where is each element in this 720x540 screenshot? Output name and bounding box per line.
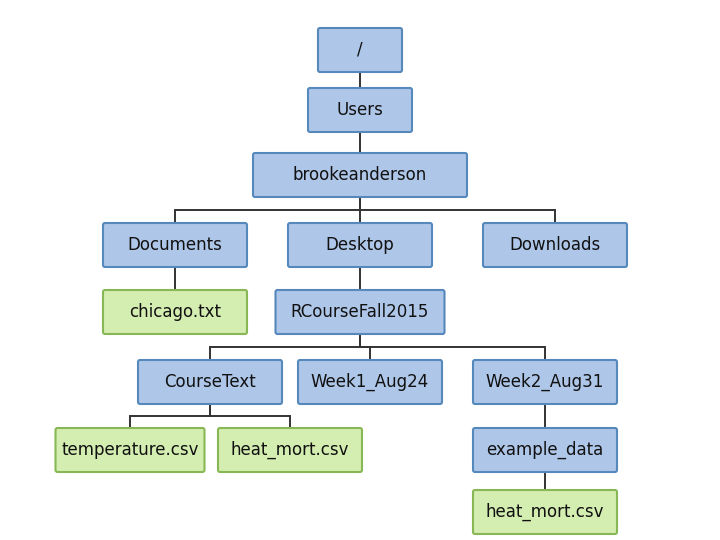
FancyBboxPatch shape [308, 88, 412, 132]
FancyBboxPatch shape [473, 360, 617, 404]
FancyBboxPatch shape [318, 28, 402, 72]
FancyBboxPatch shape [138, 360, 282, 404]
Text: Week1_Aug24: Week1_Aug24 [311, 373, 429, 391]
Text: Users: Users [336, 101, 384, 119]
Text: CourseText: CourseText [164, 373, 256, 391]
Text: Week2_Aug31: Week2_Aug31 [486, 373, 604, 391]
FancyBboxPatch shape [298, 360, 442, 404]
Text: RCourseFall2015: RCourseFall2015 [291, 303, 429, 321]
Text: temperature.csv: temperature.csv [61, 441, 199, 459]
FancyBboxPatch shape [103, 290, 247, 334]
Text: chicago.txt: chicago.txt [129, 303, 221, 321]
FancyBboxPatch shape [253, 153, 467, 197]
FancyBboxPatch shape [218, 428, 362, 472]
FancyBboxPatch shape [473, 490, 617, 534]
Text: /: / [357, 41, 363, 59]
Text: heat_mort.csv: heat_mort.csv [486, 503, 604, 521]
FancyBboxPatch shape [55, 428, 204, 472]
FancyBboxPatch shape [103, 223, 247, 267]
FancyBboxPatch shape [288, 223, 432, 267]
Text: Documents: Documents [127, 236, 222, 254]
FancyBboxPatch shape [483, 223, 627, 267]
Text: example_data: example_data [487, 441, 603, 459]
FancyBboxPatch shape [473, 428, 617, 472]
Text: Downloads: Downloads [509, 236, 600, 254]
FancyBboxPatch shape [276, 290, 444, 334]
Text: Desktop: Desktop [325, 236, 395, 254]
Text: heat_mort.csv: heat_mort.csv [230, 441, 349, 459]
Text: brookeanderson: brookeanderson [293, 166, 427, 184]
